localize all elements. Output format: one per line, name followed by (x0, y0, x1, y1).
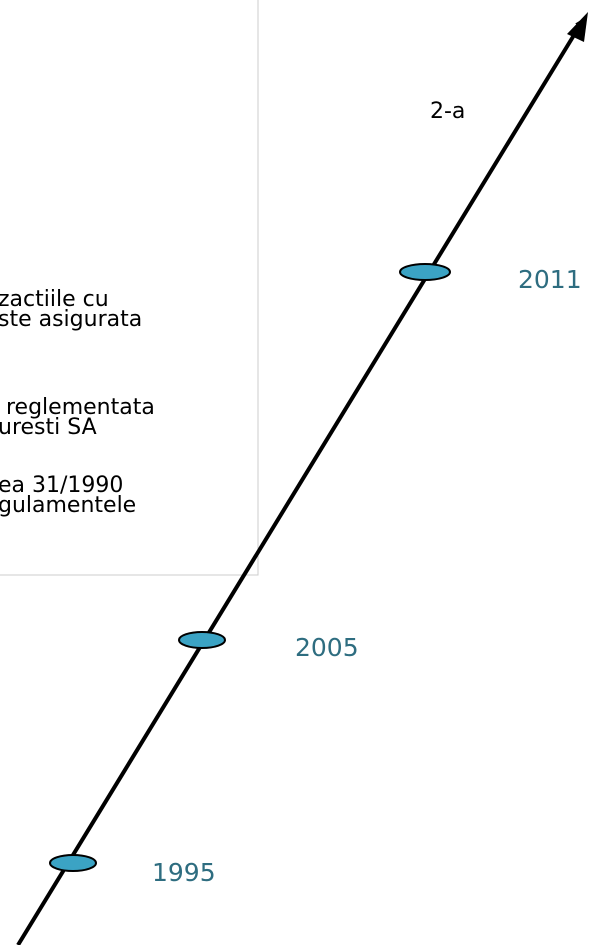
text-line: ste asigurata (0, 307, 142, 332)
text-line: uresti SA (0, 415, 97, 440)
text-line: zactiile cu (0, 287, 109, 312)
year-label: 1995 (152, 858, 216, 887)
milestone (178, 631, 226, 649)
text-box (0, 0, 259, 576)
year-label: 2011 (518, 265, 582, 294)
text-line: reglementata (6, 395, 155, 420)
milestone (399, 263, 451, 281)
text-line: ea 31/1990 (0, 473, 123, 498)
text-line: 2-a (430, 99, 465, 124)
arrow-head (567, 12, 588, 42)
year-label: 2005 (295, 633, 359, 662)
text-line: gulamentele (0, 493, 136, 518)
timeline-arrow (16, 17, 585, 945)
milestone (49, 854, 97, 872)
